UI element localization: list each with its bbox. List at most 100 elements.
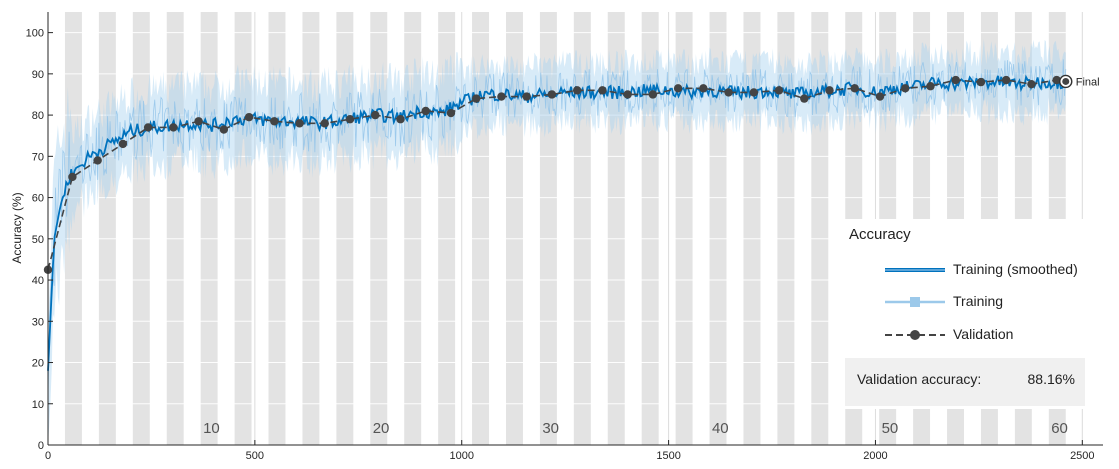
epoch-label: 60 — [1051, 420, 1068, 437]
validation-point — [648, 90, 658, 99]
validation-point — [244, 112, 254, 122]
validation-point — [68, 172, 77, 182]
validation-point — [724, 88, 733, 97]
final-annotation: Final — [1059, 74, 1100, 88]
training-raw-band — [48, 38, 1066, 446]
legend-swatch-validation — [885, 330, 945, 340]
epoch-band — [607, 12, 625, 445]
validation-point — [143, 123, 153, 132]
x-tick-label: 2000 — [863, 450, 887, 462]
validation-point — [270, 117, 279, 126]
epoch-label: 20 — [373, 420, 390, 437]
x-tick-label: 500 — [246, 450, 264, 462]
validation-point — [295, 119, 304, 128]
validation-point — [345, 115, 355, 124]
legend-label-validation: Validation — [953, 326, 1014, 342]
legend-label-training: Training — [953, 293, 1004, 309]
epoch-band — [98, 12, 116, 445]
epoch-label: 10 — [203, 420, 220, 437]
legend-label-training-smoothed: Training (smoothed) — [953, 261, 1078, 277]
validation-accuracy-value: 88.16% — [1027, 371, 1075, 387]
epoch-band — [370, 12, 388, 445]
validation-point — [901, 84, 910, 93]
y-tick-label: 70 — [32, 151, 44, 163]
epoch-labels: 10 20 30 40 50 60 — [203, 420, 1068, 437]
validation-point — [320, 119, 329, 128]
validation-point — [951, 75, 960, 85]
validation-accuracy-label: Validation accuracy: — [857, 371, 982, 387]
epoch-band — [641, 12, 659, 445]
validation-point — [1052, 75, 1061, 85]
epoch-band — [539, 12, 557, 445]
validation-point — [875, 92, 885, 101]
epoch-band — [573, 12, 591, 445]
validation-point — [421, 106, 430, 116]
epoch-label: 50 — [882, 420, 899, 437]
validation-point — [699, 84, 708, 93]
validation-point — [472, 94, 481, 103]
epoch-band — [472, 12, 490, 445]
validation-points — [43, 75, 1061, 274]
validation-point — [850, 84, 859, 93]
x-tick-label: 1000 — [449, 450, 473, 462]
epoch-label: 30 — [542, 420, 559, 437]
epoch-band — [811, 12, 829, 445]
legend-entry-training: Training — [839, 291, 1094, 313]
epoch-band — [64, 12, 82, 445]
epoch-band — [132, 12, 150, 445]
validation-point — [749, 88, 759, 97]
validation-point — [547, 90, 557, 99]
epoch-band — [505, 12, 523, 445]
y-tick-label: 80 — [32, 110, 44, 122]
validation-line — [47, 79, 1066, 270]
validation-point — [623, 90, 632, 99]
legend-entry-training-smoothed: Training (smoothed) — [839, 259, 1094, 281]
validation-point — [598, 86, 607, 95]
validation-point — [774, 86, 784, 95]
validation-point — [396, 115, 405, 124]
validation-point — [497, 92, 506, 101]
validation-point — [825, 86, 834, 95]
x-tick-label: 0 — [45, 450, 51, 462]
validation-point — [976, 77, 986, 87]
x-tick-label: 2500 — [1070, 450, 1094, 462]
validation-point — [169, 123, 178, 132]
y-tick-label: 40 — [32, 275, 44, 287]
epoch-band — [743, 12, 761, 445]
y-tick-label: 30 — [32, 316, 44, 328]
validation-point — [572, 86, 582, 95]
validation-point — [446, 108, 456, 118]
epoch-band — [675, 12, 693, 445]
validation-point — [1001, 75, 1011, 85]
y-tick-label: 20 — [32, 358, 44, 370]
y-tick-label: 0 — [38, 440, 44, 452]
y-tick-label: 90 — [32, 69, 44, 81]
validation-point — [93, 156, 102, 165]
validation-point — [118, 139, 128, 149]
validation-point — [926, 82, 935, 91]
validation-point — [371, 110, 380, 120]
y-tick-label: 10 — [32, 399, 44, 411]
epoch-band — [709, 12, 727, 445]
training-raw-line — [47, 59, 1067, 394]
validation-point — [800, 94, 809, 103]
epoch-band — [777, 12, 795, 445]
legend-title: Accuracy — [849, 226, 911, 243]
validation-point — [673, 84, 683, 93]
legend-swatch-training-smoothed — [885, 268, 945, 272]
validation-point — [1027, 79, 1036, 89]
y-tick-label: 50 — [32, 234, 44, 246]
validation-point — [522, 92, 531, 101]
legend-entry-validation: Validation — [839, 324, 1094, 346]
y-tick-label: 100 — [26, 28, 44, 40]
final-marker-dot — [1062, 77, 1070, 85]
x-tick-label: 1500 — [656, 450, 680, 462]
validation-point — [194, 117, 203, 126]
y-tick-label: 60 — [32, 193, 44, 205]
epoch-label: 40 — [712, 420, 729, 437]
validation-point — [219, 125, 229, 134]
validation-accuracy-box: Validation accuracy: 88.16% — [845, 358, 1085, 406]
y-axis-label: Accuracy (%) — [10, 192, 24, 263]
final-label: Final — [1076, 76, 1100, 88]
